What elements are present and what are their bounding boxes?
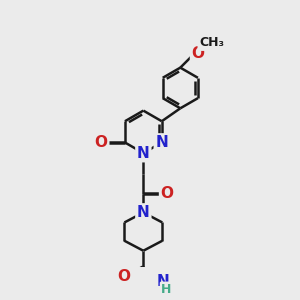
Text: N: N: [137, 146, 150, 160]
Text: O: O: [192, 46, 205, 61]
Text: N: N: [155, 135, 168, 150]
Text: O: O: [95, 135, 108, 150]
Text: CH₃: CH₃: [199, 36, 224, 50]
Text: N: N: [156, 274, 169, 289]
Text: O: O: [160, 186, 174, 201]
Text: N: N: [137, 205, 150, 220]
Text: O: O: [118, 269, 130, 284]
Text: H: H: [161, 283, 172, 296]
